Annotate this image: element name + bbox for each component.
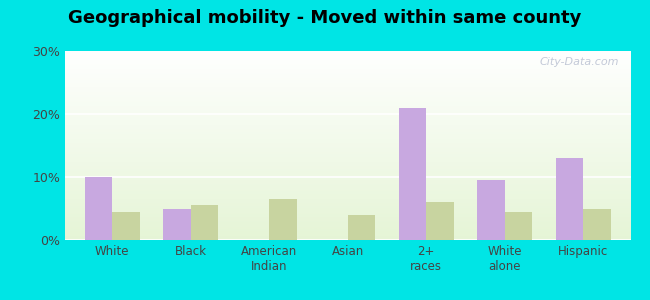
Bar xyxy=(269,199,296,240)
Bar xyxy=(505,212,532,240)
Bar xyxy=(112,212,140,240)
Bar xyxy=(426,202,454,240)
Bar xyxy=(163,208,190,240)
Bar xyxy=(348,215,375,240)
Text: City-Data.com: City-Data.com xyxy=(540,57,619,67)
Bar xyxy=(190,205,218,240)
Bar xyxy=(584,208,611,240)
Text: Geographical mobility - Moved within same county: Geographical mobility - Moved within sam… xyxy=(68,9,582,27)
Bar xyxy=(477,180,505,240)
Bar xyxy=(84,177,112,240)
Bar xyxy=(399,108,426,240)
Bar xyxy=(556,158,584,240)
